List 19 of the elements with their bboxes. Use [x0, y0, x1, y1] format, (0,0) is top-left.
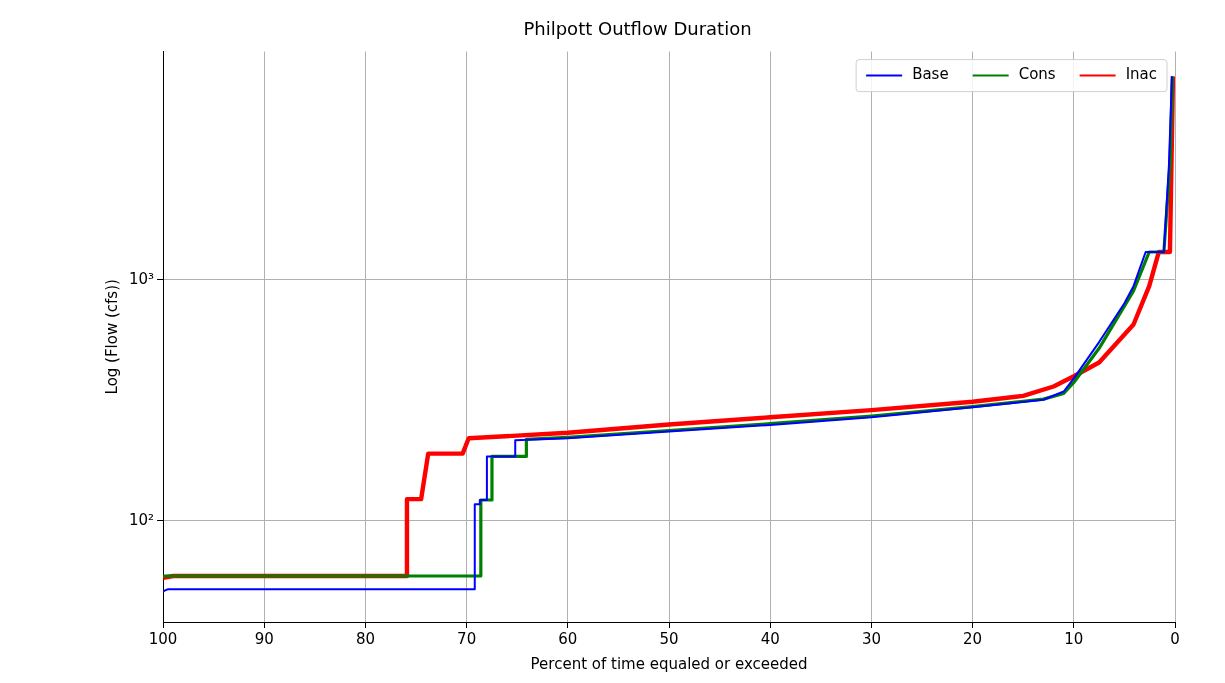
x-tick-label: 50 [659, 629, 679, 648]
x-tick-label: 0 [1170, 629, 1180, 648]
legend-label: Inac [1125, 65, 1158, 84]
x-tick-label: 70 [457, 629, 477, 648]
x-tick-label: 90 [254, 629, 274, 648]
x-tick-label: 80 [355, 629, 376, 648]
x-tick-label: 10 [1064, 629, 1084, 648]
x-tick-label: 40 [760, 629, 780, 648]
chart-title: Philpott Outflow Duration [523, 18, 752, 40]
y-tick-label: 10³ [128, 269, 155, 288]
y-axis-title: Log (Flow (cfs)) [102, 279, 121, 395]
x-tick-label: 30 [861, 629, 881, 648]
x-tick-label: 60 [558, 629, 578, 648]
x-tick-label: 100 [148, 629, 178, 648]
x-tick-label: 20 [963, 629, 983, 648]
x-axis-title: Percent of time equaled or exceeded [530, 654, 808, 673]
y-tick-label: 10² [128, 510, 155, 529]
legend-label: Cons [1018, 65, 1056, 84]
legend-label: Base [912, 65, 949, 84]
